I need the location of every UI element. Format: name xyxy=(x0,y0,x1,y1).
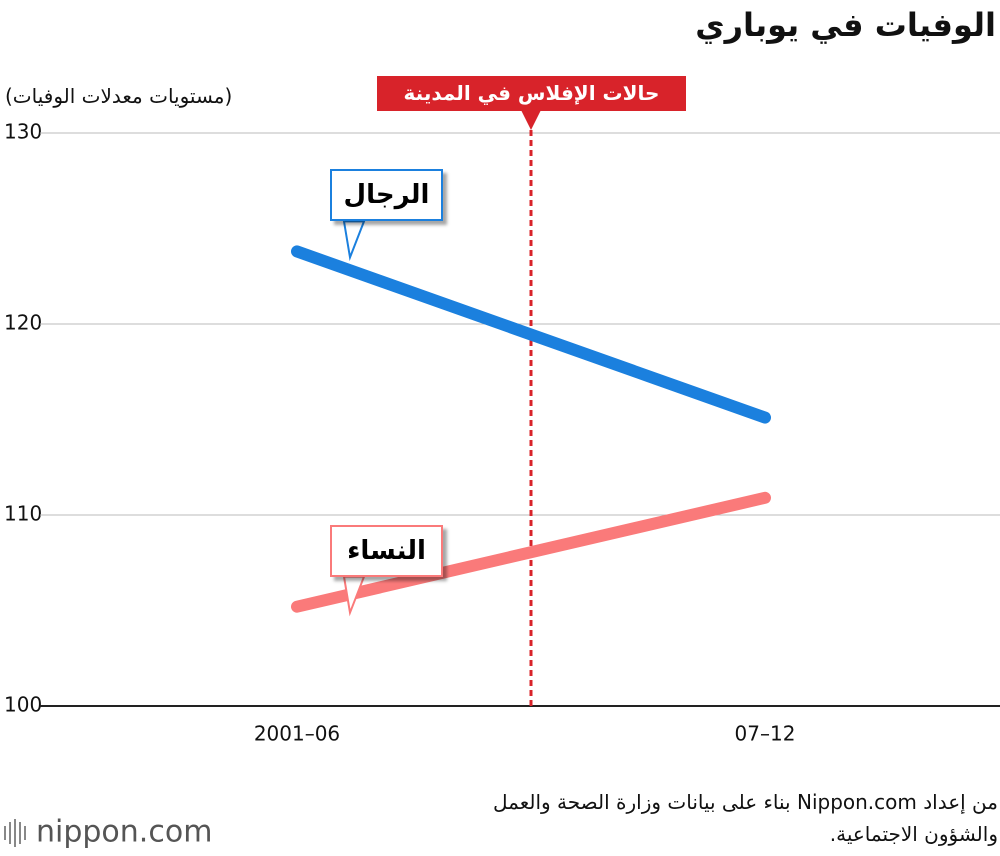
y-tick-label: 120 xyxy=(4,311,42,335)
legend-callout: الرجال xyxy=(330,169,443,222)
series-line xyxy=(291,491,771,613)
annotation-label: حالات الإفلاس في المدينة xyxy=(377,76,686,111)
x-tick-label: 07–12 xyxy=(735,722,796,746)
logo: nippon.com xyxy=(36,815,212,850)
callout-pointer xyxy=(342,220,366,262)
callout-pointer xyxy=(342,575,366,617)
y-tick-label: 110 xyxy=(4,502,42,526)
legend-callout: النساء xyxy=(330,524,443,577)
y-tick-label: 100 xyxy=(4,693,42,717)
source-line: من إعداد Nippon.com بناء على بيانات وزار… xyxy=(493,790,998,814)
logo-icon xyxy=(4,819,26,847)
annotation-pointer xyxy=(521,110,541,130)
source-line: والشؤون الاجتماعية. xyxy=(829,822,998,846)
y-axis-label: (مستويات معدلات الوفيات) xyxy=(5,84,233,108)
y-tick-label: 130 xyxy=(4,120,42,144)
x-tick-label: 2001–06 xyxy=(254,722,340,746)
series-line xyxy=(291,245,771,424)
chart-title: الوفيات في يوباري xyxy=(695,6,996,44)
source: من إعداد Nippon.com بناء على بيانات وزار… xyxy=(493,786,998,850)
